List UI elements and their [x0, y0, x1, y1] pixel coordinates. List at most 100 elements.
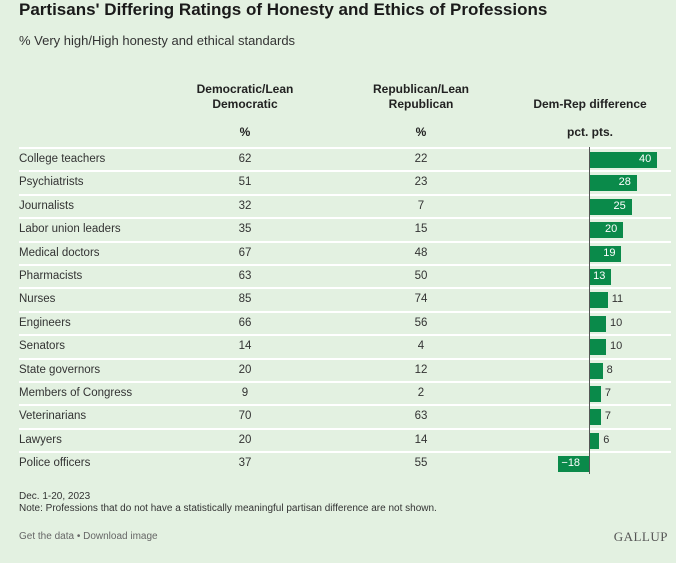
rep-value: 4 [417, 340, 425, 353]
rep-value: 48 [414, 246, 428, 259]
rep-value: 23 [414, 176, 428, 189]
dem-value: 51 [238, 176, 252, 189]
unit-dem: % [239, 125, 251, 139]
rep-value: 14 [414, 433, 428, 446]
zero-line [589, 147, 590, 474]
diff-label: 13 [593, 270, 606, 282]
dem-value: 14 [238, 340, 252, 353]
rep-value: 55 [414, 457, 428, 470]
table-row: Senators 14 4 10 [19, 334, 671, 357]
row-label: Labor union leaders [19, 223, 121, 236]
diff-label: 25 [613, 199, 626, 212]
rep-value: 50 [414, 270, 428, 282]
row-label: Pharmacists [19, 270, 83, 282]
table-row: Psychiatrists 51 23 28 [19, 170, 671, 193]
row-label: Nurses [19, 293, 56, 306]
diff-bar [589, 315, 606, 332]
diff-bar [589, 175, 637, 192]
diff-label: 10 [610, 340, 623, 353]
table-row: Lawyers 20 14 6 [19, 427, 671, 451]
row-label: College teachers [19, 153, 106, 165]
dem-value: 35 [238, 223, 252, 236]
row-label: Psychiatrists [19, 176, 84, 189]
dem-value: 85 [238, 293, 252, 306]
row-label: Veterinarians [19, 410, 87, 423]
download-image-link[interactable]: Download image [83, 531, 158, 542]
diff-bar [589, 269, 612, 285]
table-row: Members of Congress 9 2 7 [19, 381, 671, 404]
row-label: Lawyers [19, 433, 62, 446]
dem-value: 62 [238, 153, 252, 165]
diff-label: −18 [561, 457, 581, 470]
dem-value: 37 [238, 457, 252, 470]
diff-label: 11 [611, 293, 624, 306]
diff-label: 40 [639, 153, 652, 165]
dem-value: 70 [238, 410, 252, 423]
rep-value: 15 [414, 223, 428, 236]
diff-bar [589, 432, 600, 449]
row-label: State governors [19, 363, 101, 376]
rep-value: 2 [417, 387, 425, 399]
survey-date: Dec. 1-20, 2023 [19, 491, 91, 502]
row-label: Senators [19, 340, 66, 353]
row-label: Journalists [19, 199, 74, 212]
diff-bar [589, 409, 601, 426]
dem-value: 20 [238, 363, 252, 376]
diff-label: 7 [604, 410, 612, 423]
diff-bar [589, 362, 603, 379]
header-diff: Dem-Rep difference [533, 97, 647, 111]
diff-bar [589, 152, 657, 168]
table-row: Medical doctors 67 48 19 [19, 240, 671, 264]
diff-label: 8 [606, 363, 613, 376]
diff-label: 19 [603, 246, 616, 259]
dem-value: 32 [238, 199, 252, 212]
table-row: Engineers 66 56 10 [19, 310, 671, 334]
diff-bar [589, 292, 608, 309]
row-label: Engineers [19, 316, 71, 329]
rep-value: 12 [414, 363, 428, 376]
rep-value: 74 [414, 293, 428, 306]
dem-value: 66 [238, 316, 252, 329]
table-row: State governors 20 12 8 [19, 357, 671, 381]
table-row: Labor union leaders 35 15 20 [19, 217, 671, 240]
table-row: Police officers 37 55 −18 [19, 451, 671, 474]
table-row: Journalists 32 7 25 [19, 193, 671, 217]
row-label: Medical doctors [19, 246, 100, 259]
separator: • [74, 531, 84, 542]
get-data-link[interactable]: Get the data [19, 531, 75, 542]
diff-bar [558, 456, 589, 473]
diff-bar [589, 339, 606, 356]
diff-label: 6 [603, 433, 610, 446]
diff-bar [589, 198, 632, 215]
table-row: College teachers 62 22 40 [19, 147, 671, 170]
row-label: Members of Congress [19, 387, 133, 399]
diff-label: 10 [610, 316, 623, 329]
diff-label: 7 [604, 387, 612, 399]
table-row: Pharmacists 63 50 13 [19, 264, 671, 287]
row-label: Police officers [19, 457, 91, 470]
diff-label: 28 [618, 176, 631, 189]
table-row: Veterinarians 70 63 7 [19, 404, 671, 427]
gallup-logo: GALLUP [613, 529, 668, 544]
diff-bar [589, 245, 622, 262]
rep-value: 56 [414, 316, 428, 329]
dem-value: 9 [241, 387, 249, 399]
header-dem: Democratic/Lean Democratic [196, 82, 294, 111]
chart-subtitle: % Very high/High honesty and ethical sta… [19, 33, 296, 48]
unit-diff: pct. pts. [566, 125, 613, 139]
rep-value: 63 [414, 410, 428, 423]
rep-value: 7 [417, 199, 425, 212]
unit-rep: % [415, 125, 427, 139]
dem-value: 20 [238, 433, 252, 446]
diff-bar [589, 222, 623, 239]
header-rep: Republican/Lean Republican [372, 82, 470, 111]
dem-value: 63 [238, 270, 252, 282]
table-row: Nurses 85 74 11 [19, 287, 671, 310]
chart-title: Partisans' Differing Ratings of Honesty … [19, 0, 548, 19]
footer-links: Get the data • Download image [19, 531, 158, 542]
dem-value: 67 [238, 246, 252, 259]
footnote: Note: Professions that do not have a sta… [19, 503, 437, 514]
rep-value: 22 [414, 153, 428, 165]
diff-bar [589, 386, 601, 402]
